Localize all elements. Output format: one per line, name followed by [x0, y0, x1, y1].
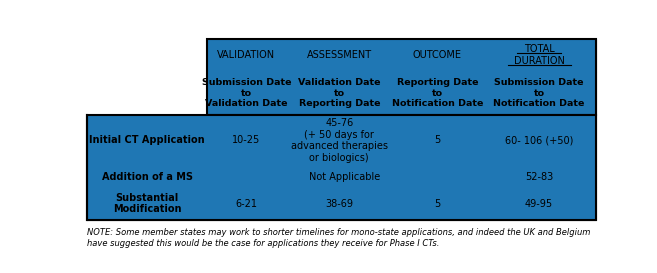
Bar: [482, 166, 597, 187]
Bar: [87, 39, 207, 72]
Text: Submission Date
to
Notification Date: Submission Date to Notification Date: [493, 78, 585, 108]
Bar: [393, 39, 482, 72]
Bar: [393, 72, 482, 115]
Text: 5: 5: [434, 198, 440, 209]
Bar: [207, 166, 482, 187]
Bar: [286, 72, 393, 115]
Text: TOTAL: TOTAL: [524, 44, 555, 55]
Text: NOTE: Some member states may work to shorter timelines for mono-state applicatio: NOTE: Some member states may work to sho…: [87, 228, 591, 248]
Bar: [482, 72, 597, 115]
Text: Addition of a MS: Addition of a MS: [102, 172, 193, 182]
Bar: [482, 39, 597, 72]
Bar: [393, 115, 482, 166]
Bar: [286, 39, 393, 72]
Text: Submission Date
to
Validation Date: Submission Date to Validation Date: [202, 78, 291, 108]
Bar: [482, 187, 597, 220]
Text: 45-76
(+ 50 days for
advanced therapies
or biologics): 45-76 (+ 50 days for advanced therapies …: [291, 118, 388, 163]
Bar: [87, 72, 207, 115]
Bar: [286, 187, 393, 220]
Text: Validation Date
to
Reporting Date: Validation Date to Reporting Date: [298, 78, 380, 108]
Text: VALIDATION: VALIDATION: [217, 50, 275, 60]
Bar: [207, 39, 286, 72]
Text: 10-25: 10-25: [232, 135, 260, 146]
Text: 49-95: 49-95: [525, 198, 553, 209]
Text: Not Applicable: Not Applicable: [309, 172, 380, 182]
Text: 6-21: 6-21: [235, 198, 258, 209]
Bar: [87, 115, 597, 220]
Text: Reporting Date
to
Notification Date: Reporting Date to Notification Date: [392, 78, 483, 108]
Text: 52-83: 52-83: [525, 172, 553, 182]
Bar: [207, 187, 286, 220]
Bar: [207, 39, 597, 115]
Bar: [207, 72, 286, 115]
Text: Substantial
Modification: Substantial Modification: [113, 193, 181, 214]
Bar: [87, 187, 207, 220]
Bar: [207, 115, 286, 166]
Text: Initial CT Application: Initial CT Application: [89, 135, 205, 146]
Text: 5: 5: [434, 135, 440, 146]
Bar: [87, 115, 207, 166]
Text: OUTCOME: OUTCOME: [413, 50, 462, 60]
Text: 60- 106 (+50): 60- 106 (+50): [505, 135, 574, 146]
Text: ASSESSMENT: ASSESSMENT: [307, 50, 372, 60]
Bar: [286, 115, 393, 166]
Text: 38-69: 38-69: [325, 198, 353, 209]
Bar: [87, 166, 207, 187]
Bar: [393, 187, 482, 220]
Text: DURATION: DURATION: [514, 56, 564, 66]
Bar: [482, 115, 597, 166]
